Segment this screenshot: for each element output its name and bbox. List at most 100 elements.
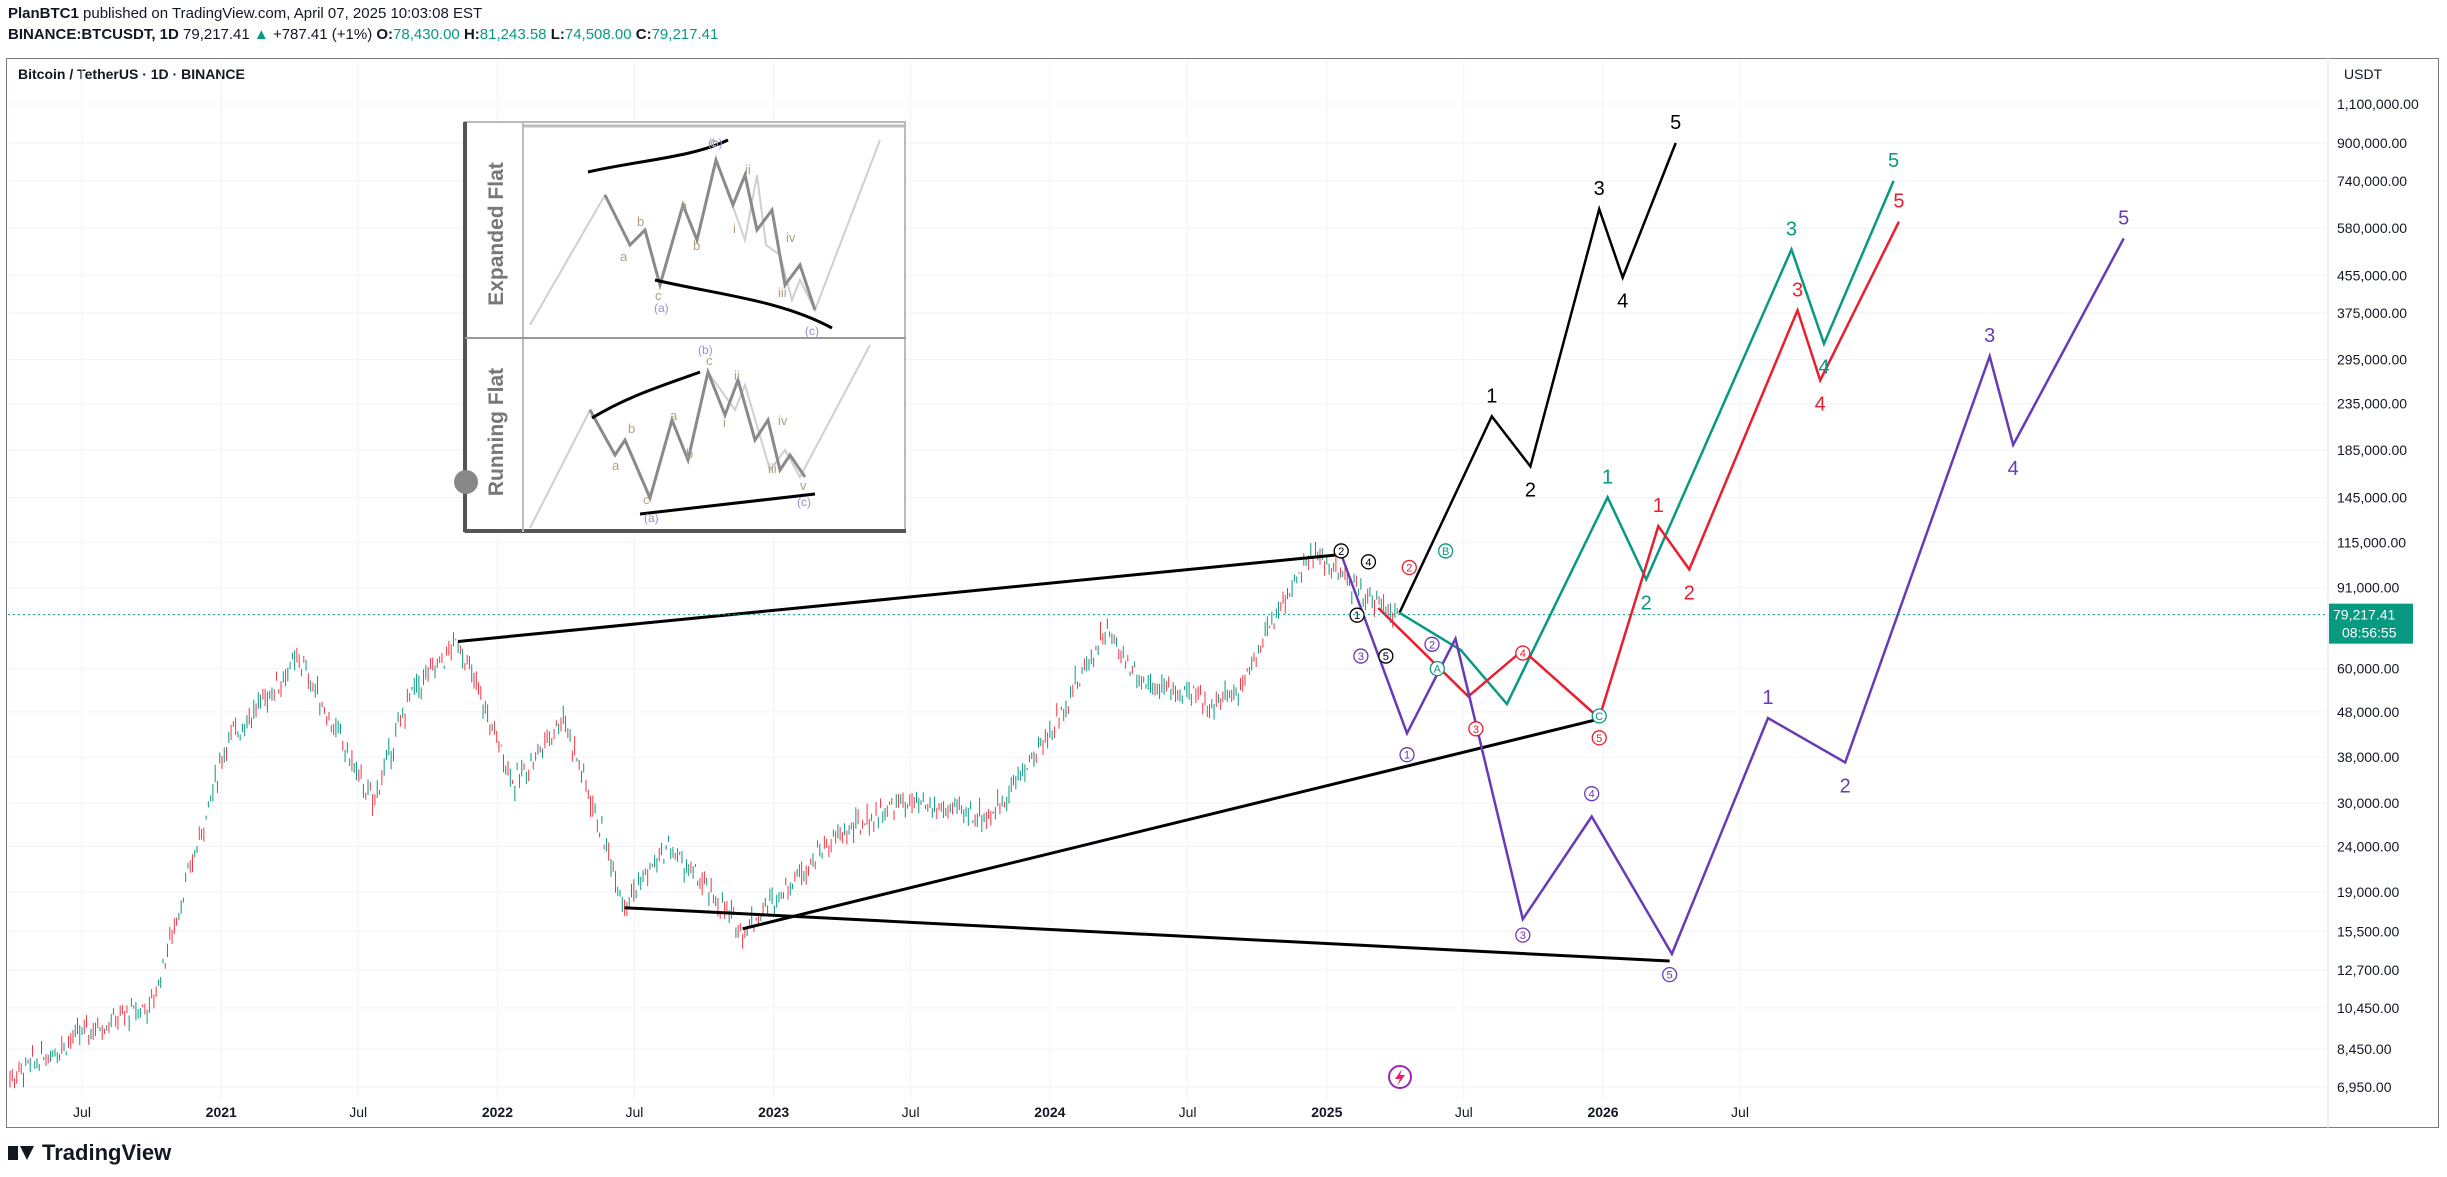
lightning-icon[interactable] xyxy=(1388,1065,1412,1089)
x-tick-label: 2021 xyxy=(206,1104,237,1120)
svg-text:2: 2 xyxy=(1429,639,1435,651)
circled-wave-label: 1 xyxy=(1349,607,1365,623)
publish-info: published on TradingView.com, April 07, … xyxy=(83,5,483,22)
x-tick-label: Jul xyxy=(1179,1104,1197,1120)
black-wave-line[interactable] xyxy=(1398,142,1677,614)
svg-text:(a): (a) xyxy=(644,511,659,525)
time-axis[interactable]: Jul 2021 Jul 2022 Jul 2023 Jul 2024 Jul 2025 Jul 20… xyxy=(73,1104,1749,1120)
svg-text:(a): (a) xyxy=(654,301,669,315)
svg-text:5: 5 xyxy=(1667,970,1673,982)
circled-wave-label: 2 xyxy=(1333,543,1349,559)
x-tick-label: Jul xyxy=(73,1104,91,1120)
wave-label: 5 xyxy=(1893,191,1904,213)
wave-label: 2 xyxy=(1684,582,1695,604)
svg-text:1: 1 xyxy=(1404,750,1410,762)
wave-label: 4 xyxy=(1617,290,1628,312)
green-wave-line[interactable] xyxy=(1398,180,1895,707)
x-tick-label: 2023 xyxy=(758,1104,789,1120)
y-tick-label: 60,000.00 xyxy=(2337,661,2399,677)
y-tick-label: 580,000.00 xyxy=(2337,220,2407,236)
price-label-box xyxy=(2329,603,2413,644)
svg-text:c: c xyxy=(706,353,713,368)
change-up-icon: ▲ xyxy=(253,26,269,43)
y-tick-label: 24,000.00 xyxy=(2337,838,2399,854)
y-tick-label: 8,450.00 xyxy=(2337,1041,2392,1057)
tradingview-footer[interactable]: TradingView xyxy=(8,1140,171,1166)
tradingview-logo-icon xyxy=(8,1144,34,1162)
price-candles xyxy=(9,542,1398,1089)
x-tick-label: 2025 xyxy=(1311,1104,1342,1120)
high-value: 81,243.58 xyxy=(479,26,547,43)
y-tick-label: 295,000.00 xyxy=(2337,351,2407,367)
wave-label: 1 xyxy=(1486,385,1497,407)
last-price: 79,217.41 xyxy=(183,26,250,43)
current-price-marker: 79,217.41 08:56:55 xyxy=(8,603,2413,644)
wave-label: 3 xyxy=(1792,279,1803,301)
author-name[interactable]: PlanBTC1 xyxy=(8,5,79,22)
symbol-interval: BINANCE:BTCUSDT, 1D xyxy=(8,26,179,43)
circled-wave-label: 3 xyxy=(1468,721,1484,737)
low-label: L: xyxy=(550,26,565,43)
y-tick-label: 48,000.00 xyxy=(2337,704,2399,720)
trendline[interactable] xyxy=(624,906,1670,963)
currency-unit[interactable]: USDT xyxy=(2344,66,2383,82)
svg-text:B: B xyxy=(1442,546,1449,558)
svg-text:(b): (b) xyxy=(698,343,713,357)
svg-text:iii: iii xyxy=(768,461,777,476)
open-label: O: xyxy=(376,26,394,43)
chart-frame[interactable] xyxy=(6,58,2439,1128)
svg-text:5: 5 xyxy=(1596,733,1602,745)
svg-text:b: b xyxy=(686,446,693,461)
y-tick-label: 375,000.00 xyxy=(2337,305,2407,321)
price-label-value: 79,217.41 xyxy=(2333,607,2395,623)
close-value: 79,217.41 xyxy=(651,26,719,43)
circled-wave-label: 1 xyxy=(1399,747,1415,763)
chart-title: Bitcoin / TetherUS · 1D · BINANCE xyxy=(18,66,245,82)
circled-wave-label: 3 xyxy=(1353,648,1369,664)
trendline[interactable] xyxy=(457,553,1342,643)
circled-wave-label: 2 xyxy=(1424,636,1440,652)
svg-text:A: A xyxy=(1434,664,1442,676)
wave-label: 2 xyxy=(1840,775,1851,797)
svg-text:a: a xyxy=(620,249,628,264)
publish-line: PlanBTC1 published on TradingView.com, A… xyxy=(8,5,482,22)
svg-text:i: i xyxy=(723,415,726,430)
svg-text:ii: ii xyxy=(734,368,740,383)
y-tick-label: 455,000.00 xyxy=(2337,267,2407,283)
trendline[interactable] xyxy=(742,716,1604,931)
high-label: H: xyxy=(463,26,480,43)
svg-text:C: C xyxy=(1595,711,1603,723)
wave-label: 4 xyxy=(2008,458,2019,480)
svg-text:b: b xyxy=(637,214,644,229)
svg-text:i: i xyxy=(733,221,736,236)
ohlc-line: BINANCE:BTCUSDT, 1D 79,217.41 ▲ +787.41 … xyxy=(8,26,718,43)
y-tick-label: 145,000.00 xyxy=(2337,489,2407,505)
x-tick-label: Jul xyxy=(1731,1104,1749,1120)
svg-text:4: 4 xyxy=(1589,789,1595,801)
svg-text:4: 4 xyxy=(1520,648,1526,660)
price-label-countdown: 08:56:55 xyxy=(2342,625,2397,641)
svg-text:iii: iii xyxy=(778,285,787,300)
svg-text:3: 3 xyxy=(1358,651,1364,663)
svg-text:iv: iv xyxy=(786,230,796,245)
wave-label: 1 xyxy=(1653,495,1664,517)
y-tick-label: 185,000.00 xyxy=(2337,442,2407,458)
wave-label: 3 xyxy=(1984,325,1995,347)
flat-patterns-inset: Expanded Flat Running Flat abc abc iiiii… xyxy=(454,121,906,533)
circled-wave-label: 4 xyxy=(1584,786,1600,802)
red-wave-line[interactable] xyxy=(1377,221,1901,721)
wave-label: 1 xyxy=(1602,466,1613,488)
wave-label: 4 xyxy=(1815,393,1826,415)
svg-text:5: 5 xyxy=(1383,651,1389,663)
svg-text:1: 1 xyxy=(1354,610,1360,622)
y-tick-label: 740,000.00 xyxy=(2337,173,2407,189)
svg-text:3: 3 xyxy=(1520,930,1526,942)
y-tick-label: 115,000.00 xyxy=(2337,534,2406,550)
svg-text:2: 2 xyxy=(1338,546,1344,558)
circled-wave-label: 4 xyxy=(1360,554,1377,570)
trendlines xyxy=(457,553,1670,963)
price-axis[interactable]: 1,100,000.00 900,000.00 740,000.00 580,000.… xyxy=(2327,58,2419,1128)
y-tick-label: 19,000.00 xyxy=(2337,884,2399,900)
svg-text:b: b xyxy=(693,238,700,253)
